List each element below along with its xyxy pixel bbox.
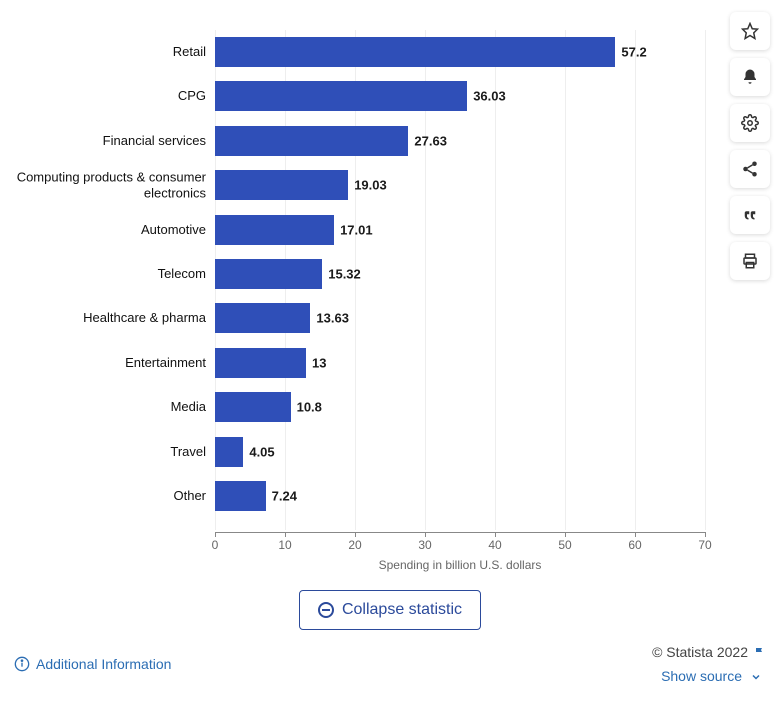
category-label: CPG bbox=[10, 89, 206, 105]
bar-row: 13 bbox=[215, 348, 705, 378]
additional-info-label: Additional Information bbox=[36, 656, 171, 672]
additional-info-link[interactable]: Additional Information bbox=[14, 656, 171, 672]
category-label: Healthcare & pharma bbox=[10, 311, 206, 327]
collapse-label: Collapse statistic bbox=[342, 601, 462, 619]
bar-value-label: 15.32 bbox=[328, 267, 361, 282]
bar-value-label: 19.03 bbox=[354, 178, 387, 193]
x-tick-label: 70 bbox=[698, 538, 711, 552]
bar: 10.8 bbox=[215, 392, 291, 422]
chart-container: Retail CPG Financial services Computing pro… bbox=[10, 20, 710, 560]
bar-value-label: 36.03 bbox=[473, 89, 506, 104]
category-label: Computing products & consumer electronic… bbox=[10, 170, 206, 201]
notify-button[interactable] bbox=[730, 58, 770, 96]
x-tick bbox=[705, 532, 706, 537]
bar: 36.03 bbox=[215, 81, 467, 111]
favorite-button[interactable] bbox=[730, 12, 770, 50]
bar-value-label: 13 bbox=[312, 355, 326, 370]
x-tick bbox=[495, 532, 496, 537]
bar: 4.05 bbox=[215, 437, 243, 467]
collapse-statistic-button[interactable]: Collapse statistic bbox=[299, 590, 481, 630]
x-tick-label: 30 bbox=[418, 538, 431, 552]
category-label: Travel bbox=[10, 444, 206, 460]
collapse-icon bbox=[318, 602, 334, 618]
bar: 19.03 bbox=[215, 170, 348, 200]
x-axis-title: Spending in billion U.S. dollars bbox=[215, 558, 705, 572]
x-tick-label: 60 bbox=[628, 538, 641, 552]
info-icon bbox=[14, 656, 30, 672]
print-icon bbox=[741, 252, 759, 270]
settings-button[interactable] bbox=[730, 104, 770, 142]
star-icon bbox=[741, 22, 759, 40]
gear-icon bbox=[741, 114, 759, 132]
bar-value-label: 27.63 bbox=[414, 133, 447, 148]
x-tick-label: 40 bbox=[488, 538, 501, 552]
bar-value-label: 10.8 bbox=[297, 400, 322, 415]
bar-row: 36.03 bbox=[215, 81, 705, 111]
category-label: Entertainment bbox=[10, 355, 206, 371]
bar-row: 17.01 bbox=[215, 215, 705, 245]
category-label: Telecom bbox=[10, 266, 206, 282]
print-button[interactable] bbox=[730, 242, 770, 280]
bar-row: 27.63 bbox=[215, 126, 705, 156]
bar-row: 15.32 bbox=[215, 259, 705, 289]
share-icon bbox=[741, 160, 759, 178]
y-axis-labels: Retail CPG Financial services Computing pro… bbox=[10, 30, 210, 530]
flag-icon bbox=[754, 646, 766, 658]
x-tick bbox=[425, 532, 426, 537]
x-axis: Spending in billion U.S. dollars 0 10 20 30… bbox=[215, 532, 705, 572]
quote-icon bbox=[741, 206, 759, 224]
bar-value-label: 17.01 bbox=[340, 222, 373, 237]
bar: 7.24 bbox=[215, 481, 266, 511]
bar: 57.2 bbox=[215, 37, 615, 67]
bar-row: 10.8 bbox=[215, 392, 705, 422]
category-label: Other bbox=[10, 488, 206, 504]
show-source-link[interactable]: Show source bbox=[661, 668, 742, 684]
chevron-down-icon bbox=[750, 670, 762, 688]
x-tick-label: 10 bbox=[278, 538, 291, 552]
x-tick bbox=[565, 532, 566, 537]
bar-row: 7.24 bbox=[215, 481, 705, 511]
gridline bbox=[705, 30, 706, 530]
plot-area: 57.2 36.03 27.63 19.03 17.01 15.32 13.63 13 10.8… bbox=[215, 30, 705, 530]
x-tick bbox=[355, 532, 356, 537]
x-tick bbox=[215, 532, 216, 537]
bar: 13.63 bbox=[215, 303, 310, 333]
bell-icon bbox=[741, 68, 759, 86]
share-button[interactable] bbox=[730, 150, 770, 188]
x-tick bbox=[635, 532, 636, 537]
cite-button[interactable] bbox=[730, 196, 770, 234]
bar-value-label: 57.2 bbox=[621, 45, 646, 60]
footer: Additional Information © Statista 2022 S… bbox=[14, 650, 766, 690]
x-tick-label: 0 bbox=[212, 538, 219, 552]
category-label: Retail bbox=[10, 44, 206, 60]
bar-row: 4.05 bbox=[215, 437, 705, 467]
action-sidebar bbox=[730, 12, 770, 280]
category-label: Media bbox=[10, 399, 206, 415]
bar: 13 bbox=[215, 348, 306, 378]
bar-row: 13.63 bbox=[215, 303, 705, 333]
bar: 17.01 bbox=[215, 215, 334, 245]
bar: 27.63 bbox=[215, 126, 408, 156]
bar-value-label: 4.05 bbox=[249, 444, 274, 459]
bar: 15.32 bbox=[215, 259, 322, 289]
bar-row: 19.03 bbox=[215, 170, 705, 200]
category-label: Financial services bbox=[10, 133, 206, 149]
bar-row: 57.2 bbox=[215, 37, 705, 67]
copyright-text: © Statista 2022 bbox=[652, 644, 766, 660]
x-tick-label: 50 bbox=[558, 538, 571, 552]
x-tick bbox=[285, 532, 286, 537]
category-label: Automotive bbox=[10, 222, 206, 238]
x-tick-label: 20 bbox=[348, 538, 361, 552]
collapse-wrap: Collapse statistic bbox=[0, 590, 780, 630]
bar-value-label: 7.24 bbox=[272, 489, 297, 504]
bar-value-label: 13.63 bbox=[316, 311, 349, 326]
x-axis-line bbox=[215, 532, 705, 533]
